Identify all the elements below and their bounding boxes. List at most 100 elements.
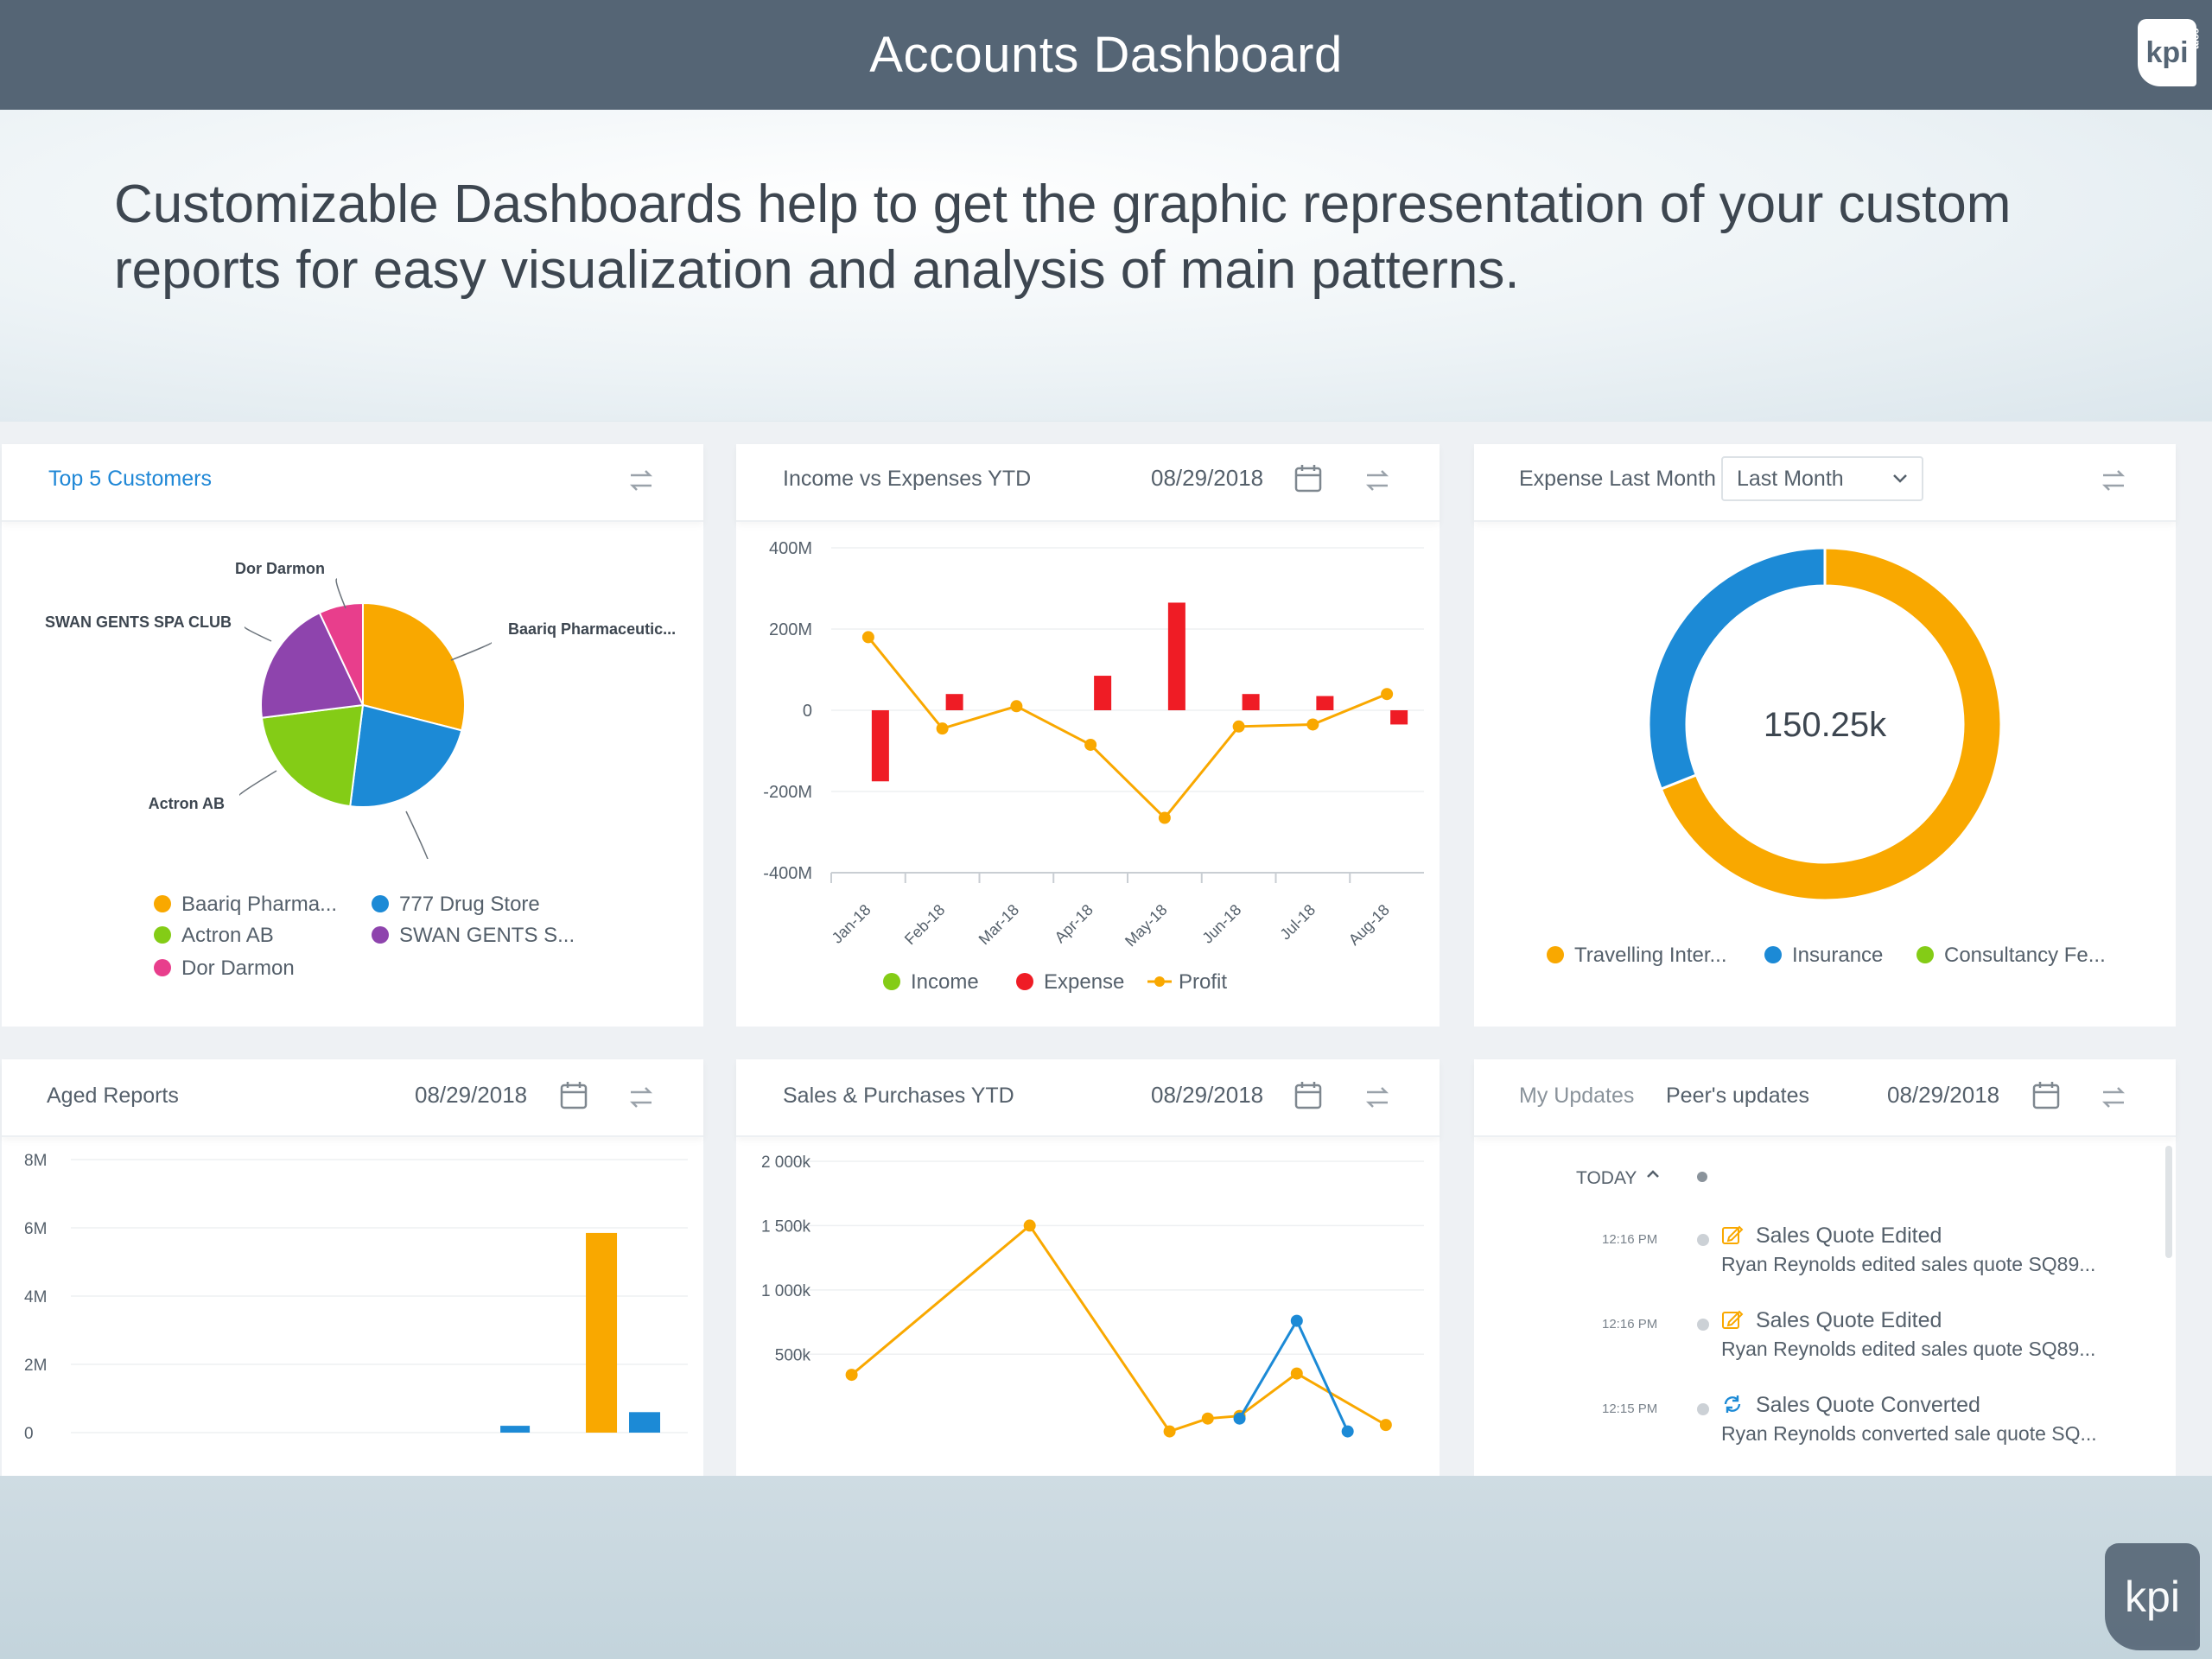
tab-peer-updates[interactable]: Peer's updates	[1666, 1084, 1809, 1108]
legend-swatch	[372, 926, 389, 944]
expense-bar	[1316, 696, 1334, 710]
date-value[interactable]: 08/29/2018	[1887, 1082, 2000, 1108]
series-point	[1290, 1367, 1303, 1380]
timeline-dot	[1697, 1403, 1709, 1415]
pie-slice	[260, 611, 365, 719]
calendar-icon[interactable]	[1291, 1078, 1325, 1113]
hero-text: Customizable Dashboards help to get the …	[114, 175, 2012, 300]
slice-label: Baariq Pharmaceutic...	[508, 620, 676, 638]
expense-last-month-widget: Expense Last Month Last Month 150.25k Tr…	[1474, 444, 2176, 1027]
legend-swatch	[154, 959, 171, 976]
pie-slice	[362, 601, 466, 732]
chevron-down-icon	[1893, 474, 1907, 483]
widget-title: Expense Last Month	[1519, 467, 1716, 491]
legend-item[interactable]: Baariq Pharma...	[154, 893, 337, 917]
profit-point	[1010, 700, 1023, 713]
update-description: Ryan Reynolds converted sale quote SQ...	[1721, 1422, 2097, 1445]
y-tick-label: 4M	[24, 1288, 47, 1306]
tab-my-updates[interactable]: My Updates	[1519, 1084, 1635, 1108]
legend-swatch-dot	[1154, 976, 1165, 987]
refresh-icon[interactable]	[2096, 463, 2131, 498]
refresh-icon[interactable]	[1360, 1080, 1395, 1115]
slice-connector	[405, 810, 429, 859]
legend-swatch	[1916, 946, 1934, 963]
calendar-icon[interactable]	[1291, 461, 1325, 496]
legend-item[interactable]: Insurance	[1764, 944, 1883, 968]
date-value[interactable]: 08/29/2018	[1151, 1082, 1264, 1108]
kpi-logo-bottom[interactable]: kpi	[2105, 1543, 2200, 1650]
kpi-logo[interactable]: kpi .com	[2138, 19, 2202, 86]
legend-label: Travelling Inter...	[1574, 944, 1727, 967]
calendar-icon[interactable]	[556, 1078, 591, 1113]
legend-item[interactable]: Expense	[1016, 970, 1124, 994]
y-tick-label: 1 500k	[761, 1217, 811, 1236]
y-tick-label: 400M	[769, 539, 812, 558]
update-item[interactable]: 12:15 PM Sales Quote Converted Ryan Reyn…	[1474, 1393, 2148, 1462]
refresh-icon[interactable]	[624, 1080, 658, 1115]
legend-label: Baariq Pharma...	[181, 893, 338, 916]
legend-item[interactable]: SWAN GENTS S...	[372, 924, 575, 948]
series-point	[1163, 1425, 1176, 1438]
profit-point	[936, 722, 949, 735]
pie-slice	[260, 703, 365, 808]
update-title: Sales Quote Edited	[1756, 1224, 1942, 1248]
legend-item[interactable]: Actron AB	[154, 924, 274, 948]
refresh-icon[interactable]	[624, 463, 658, 498]
refresh-icon[interactable]	[2096, 1080, 2131, 1115]
legend-item[interactable]: Dor Darmon	[154, 957, 295, 981]
legend-swatch	[1016, 973, 1033, 990]
profit-point	[1084, 738, 1097, 751]
y-tick-label: -400M	[763, 864, 812, 883]
y-tick-label: 1 000k	[761, 1282, 811, 1300]
profit-point	[1232, 720, 1245, 733]
widget-title[interactable]: Top 5 Customers	[48, 467, 212, 491]
date-value[interactable]: 08/29/2018	[415, 1082, 528, 1108]
y-tick-label: 0	[803, 702, 812, 721]
footer-band: kpi	[0, 1476, 2212, 1659]
chevron-up-icon[interactable]	[1645, 1168, 1661, 1180]
aged-bar	[586, 1232, 618, 1433]
series-point	[1379, 1419, 1392, 1432]
x-tick-label: Jun-18	[1198, 901, 1244, 947]
expense-bar	[1390, 710, 1408, 725]
legend-swatch	[1547, 946, 1564, 963]
x-tick-label: Feb-18	[901, 901, 948, 948]
refresh-icon[interactable]	[1360, 463, 1395, 498]
expense-donut-chart: 150.25k	[1647, 546, 2003, 902]
donut-slice	[1647, 546, 1827, 791]
widget-title: Sales & Purchases YTD	[783, 1084, 1014, 1108]
calendar-icon[interactable]	[2029, 1078, 2063, 1113]
update-item[interactable]: 12:16 PM Sales Quote Edited Ryan Reynold…	[1474, 1308, 2148, 1377]
date-value[interactable]: 08/29/2018	[1151, 465, 1264, 491]
legend-item[interactable]: Profit	[1147, 970, 1227, 994]
legend-item[interactable]: Consultancy Fe...	[1916, 944, 2106, 968]
update-item[interactable]: 12:16 PM Sales Quote Edited Ryan Reynold…	[1474, 1224, 2148, 1293]
expense-bar	[871, 710, 889, 782]
legend-item[interactable]: Income	[883, 970, 979, 994]
updates-widget: My Updates Peer's updates 08/29/2018 TOD…	[1474, 1059, 2176, 1476]
edit-icon	[1722, 1225, 1744, 1244]
widget-header: My Updates Peer's updates 08/29/2018	[1474, 1059, 2176, 1137]
legend-item[interactable]: Travelling Inter...	[1547, 944, 1727, 968]
app-header: Accounts Dashboard kpi .com	[0, 0, 2212, 110]
select-value: Last Month	[1737, 467, 1844, 491]
widget-header: Top 5 Customers	[2, 444, 703, 522]
legend-label: Dor Darmon	[181, 957, 295, 980]
update-title: Sales Quote Converted	[1756, 1393, 1980, 1417]
legend-item[interactable]: 777 Drug Store	[372, 893, 540, 917]
scrollbar[interactable]	[2165, 1146, 2172, 1258]
group-today[interactable]: TODAY	[1576, 1168, 1637, 1188]
widget-header: Income vs Expenses YTD 08/29/2018	[736, 444, 1440, 522]
y-tick-label: 2M	[24, 1357, 47, 1375]
donut-slice	[1659, 546, 2003, 902]
period-select[interactable]: Last Month	[1721, 456, 1923, 501]
expense-bar	[1242, 694, 1260, 710]
legend-label: Consultancy Fe...	[1944, 944, 2106, 967]
aged-bar	[500, 1426, 531, 1433]
profit-point	[861, 631, 874, 644]
slice-connector	[239, 770, 277, 796]
widget-title: Income vs Expenses YTD	[783, 467, 1032, 491]
y-tick-label: 500k	[775, 1346, 811, 1364]
profit-line	[867, 636, 1388, 820]
update-description: Ryan Reynolds edited sales quote SQ89...	[1721, 1253, 2096, 1275]
